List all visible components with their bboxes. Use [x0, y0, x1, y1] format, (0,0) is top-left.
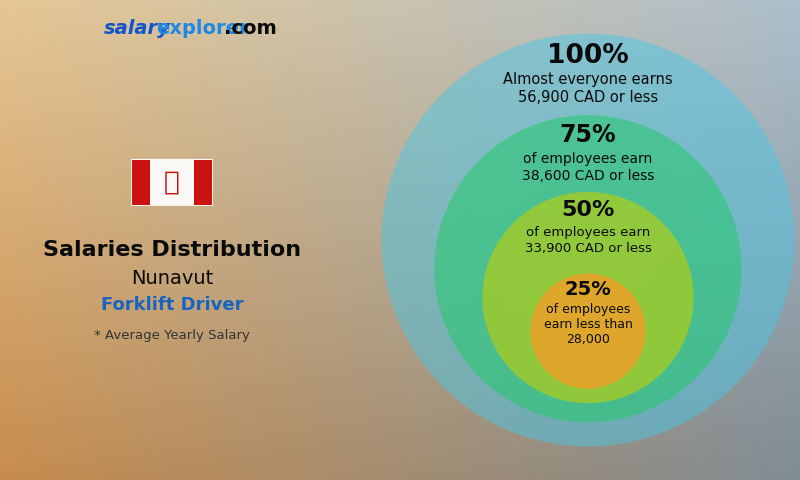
- Text: 38,600 CAD or less: 38,600 CAD or less: [522, 169, 654, 183]
- Text: 25%: 25%: [565, 280, 611, 299]
- Ellipse shape: [382, 34, 794, 446]
- Text: salary: salary: [104, 19, 171, 38]
- Text: of employees earn: of employees earn: [526, 226, 650, 239]
- Text: * Average Yearly Salary: * Average Yearly Salary: [94, 329, 250, 343]
- Text: Forklift Driver: Forklift Driver: [101, 296, 243, 314]
- Text: 🍁: 🍁: [164, 169, 180, 195]
- Text: Salaries Distribution: Salaries Distribution: [43, 240, 301, 260]
- Text: 28,000: 28,000: [566, 333, 610, 346]
- Bar: [132, 160, 150, 205]
- Text: earn less than: earn less than: [543, 318, 633, 331]
- Text: 100%: 100%: [547, 43, 629, 69]
- Text: of employees: of employees: [546, 303, 630, 316]
- Bar: [194, 160, 212, 205]
- Text: 50%: 50%: [562, 200, 614, 220]
- Ellipse shape: [530, 274, 646, 389]
- Text: 56,900 CAD or less: 56,900 CAD or less: [518, 90, 658, 105]
- Text: 33,900 CAD or less: 33,900 CAD or less: [525, 241, 651, 254]
- Text: explorer: explorer: [156, 19, 249, 38]
- FancyBboxPatch shape: [131, 159, 213, 206]
- Text: Almost everyone earns: Almost everyone earns: [503, 72, 673, 87]
- Text: 75%: 75%: [560, 123, 616, 147]
- Ellipse shape: [482, 192, 694, 403]
- Ellipse shape: [434, 115, 742, 422]
- Text: Nunavut: Nunavut: [131, 269, 213, 288]
- Text: of employees earn: of employees earn: [523, 152, 653, 166]
- Text: .com: .com: [224, 19, 277, 38]
